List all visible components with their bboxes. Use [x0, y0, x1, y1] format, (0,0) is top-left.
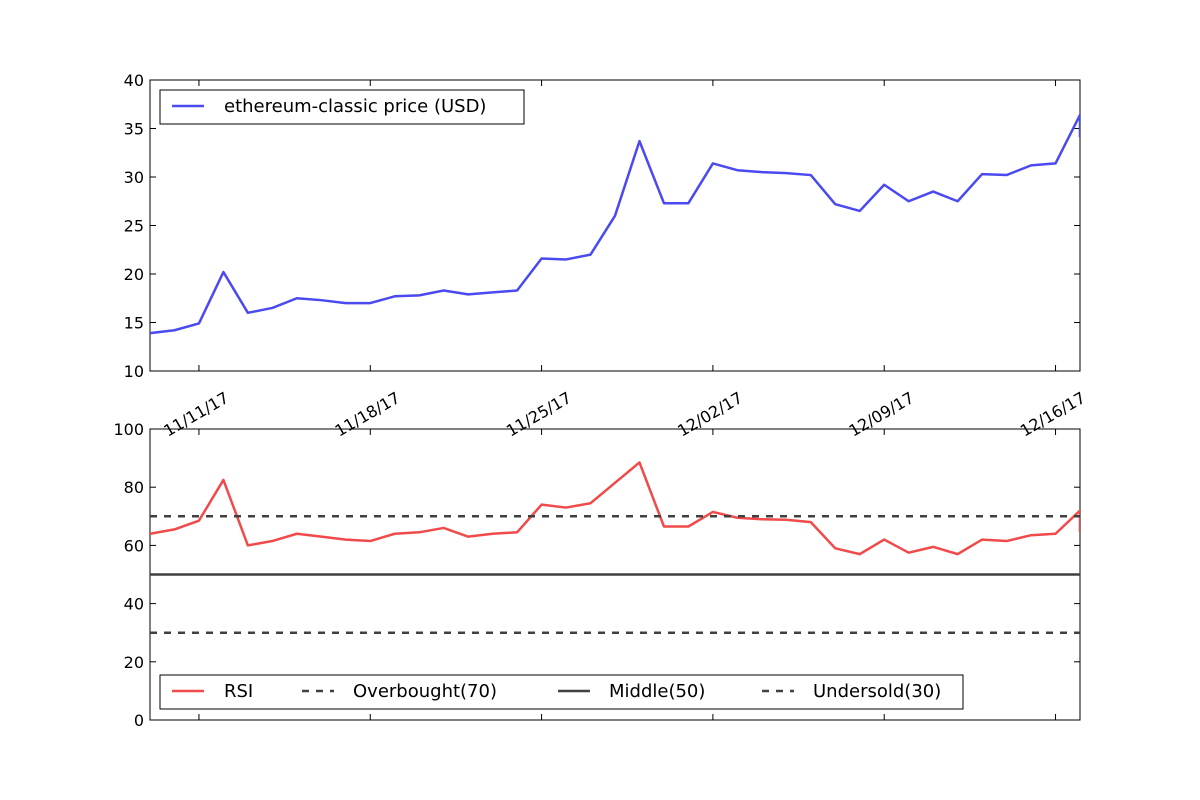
- rsi-y-tick-label: 40: [124, 595, 144, 614]
- rsi-y-tick-label: 80: [124, 478, 144, 497]
- rsi-legend-label-rsi: RSI: [224, 681, 253, 702]
- rsi-legend-label-undersold: Undersold(30): [813, 681, 941, 702]
- rsi-series: [150, 461, 1080, 634]
- rsi-y-tick-label: 100: [113, 420, 144, 439]
- price-legend-label: ethereum-classic price (USD): [224, 96, 486, 117]
- price-y-tick-label: 15: [124, 314, 144, 333]
- price-y-tick-label: 10: [124, 362, 144, 381]
- price-y-tick-label: 35: [124, 120, 144, 139]
- price-y-tick-label: 25: [124, 217, 144, 236]
- rsi-legend: RSI Overbought(70) Middle(50) Undersold(…: [159, 674, 964, 710]
- price-series: [150, 113, 1080, 335]
- rsi-legend-label-middle: Middle(50): [609, 681, 705, 702]
- price-y-tick-label: 40: [124, 71, 144, 90]
- price-legend: ethereum-classic price (USD): [159, 89, 525, 125]
- rsi-y-tick-label: 0: [134, 711, 144, 730]
- price-y-axis: 10 15 20 25 30 35 40: [124, 71, 1080, 381]
- price-y-tick-label: 20: [124, 265, 144, 284]
- rsi-legend-label-overbought: Overbought(70): [353, 681, 497, 702]
- rsi-y-axis: 0 20 40 60 80 100: [113, 420, 1080, 730]
- rsi-x-axis: [198, 429, 1057, 720]
- price-line-ethereum-classic-price-usd: [150, 113, 1080, 335]
- rsi-line-rsi: [150, 461, 1080, 556]
- rsi-y-tick-label: 60: [124, 536, 144, 555]
- price-y-tick-label: 30: [124, 168, 144, 187]
- rsi-panel: 0 20 40 60 80 100 RSI Overbought(70) Middle(5…: [113, 420, 1081, 730]
- price-legend-box: [159, 89, 525, 125]
- rsi-y-tick-label: 20: [124, 653, 144, 672]
